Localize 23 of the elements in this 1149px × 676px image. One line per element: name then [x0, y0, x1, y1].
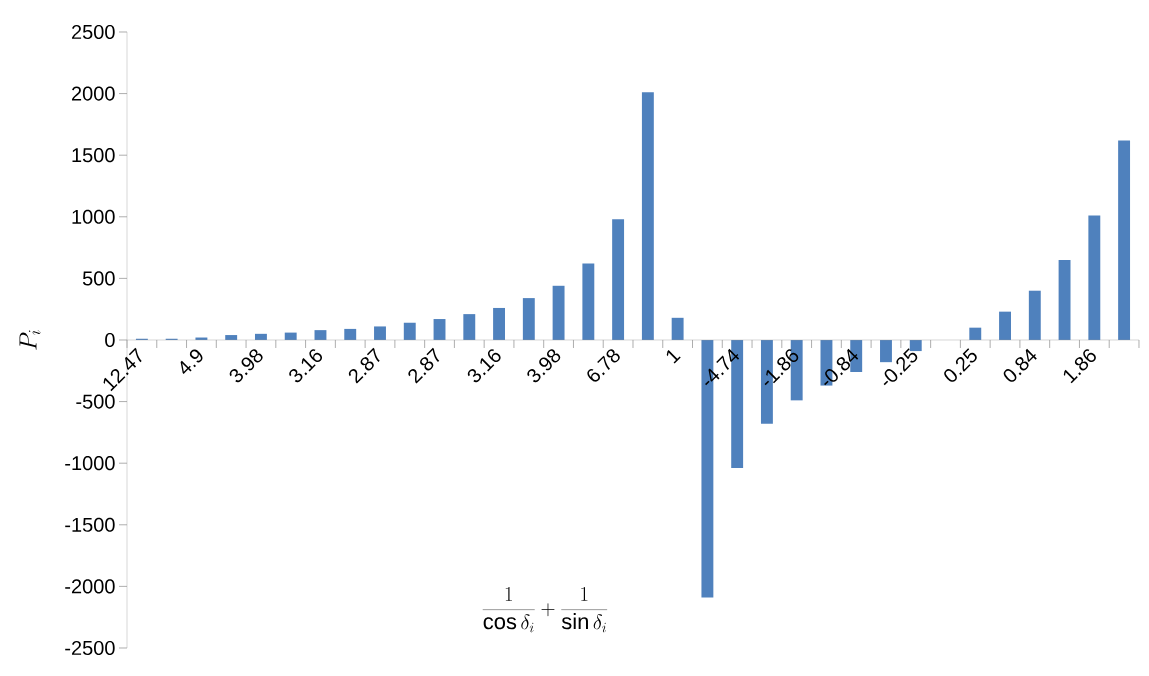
x-tick-label: 4.9	[180, 349, 203, 374]
y-tick-label: 1000	[72, 209, 115, 224]
y-tick-label: 1500	[72, 148, 115, 163]
y-tick-label: 2000	[71, 86, 115, 101]
x-tick-label: 6.78	[587, 349, 620, 382]
x-tick-label: 3.98	[229, 349, 263, 383]
x-tick-label: 3.16	[467, 349, 501, 383]
y-tick-label: -1500	[65, 517, 115, 532]
x-tick-label: 3.98	[527, 349, 561, 383]
y-tick-label: -1000	[65, 456, 115, 471]
x-tick-label: 0.84	[1003, 348, 1037, 382]
y-tick-label: -500	[76, 394, 115, 409]
y-tick-label: 2500	[71, 24, 115, 40]
x-tick-label: 1.86	[1063, 349, 1096, 384]
y-axis-title: $P_i$	[19, 330, 41, 350]
y-tick-label: 0	[105, 332, 115, 348]
x-tick-label: 1	[666, 350, 681, 364]
y-tick-label: -2500	[65, 640, 115, 656]
y-tick-label: 500	[82, 271, 115, 286]
y-tick-label: -2000	[65, 579, 115, 594]
x-tick-label: 0.25	[944, 348, 977, 382]
x-tick-label: 3.16	[289, 349, 323, 383]
x-axis-title: $\frac{1}{\cos \delta_i}+\frac{1}{\sin \delta_i}$	[482, 587, 608, 633]
